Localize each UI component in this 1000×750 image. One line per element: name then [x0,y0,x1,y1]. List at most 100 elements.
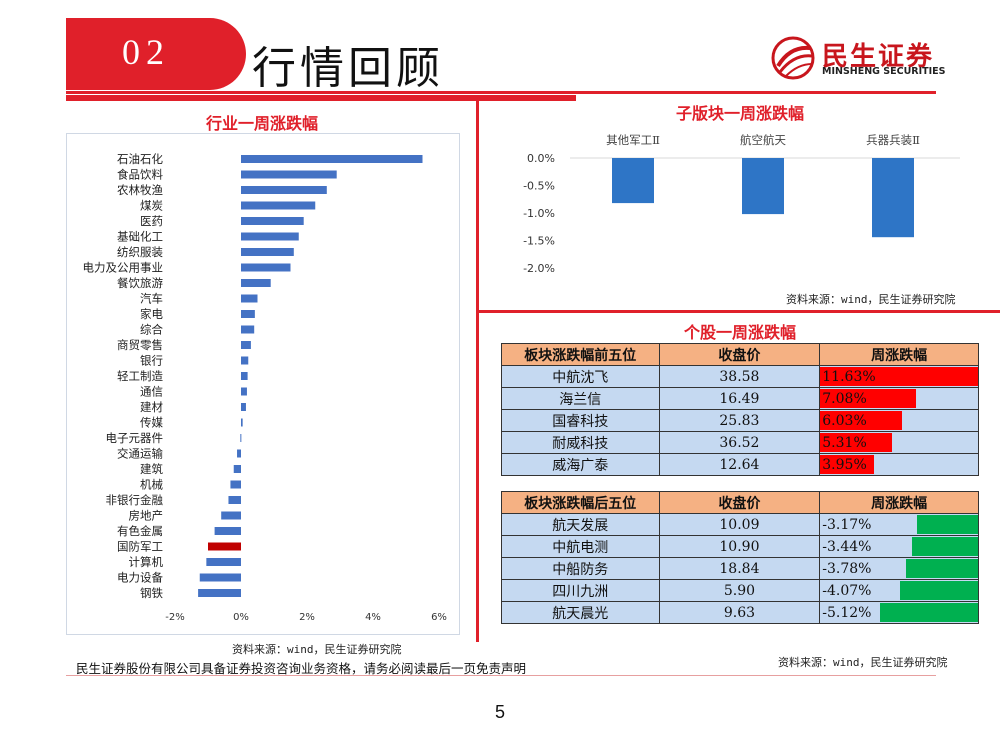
stock-close: 10.09 [658,513,821,536]
stock-source: 资料来源：wind，民生证券研究院 [778,656,948,669]
industry-category-label: 煤炭 [140,199,163,213]
table-row: 海兰信 16.49 7.08% [501,387,979,410]
industry-category-label: 医药 [140,214,163,228]
industry-category-label: 汽车 [140,292,163,306]
industry-bar [230,480,241,489]
industry-bar [241,279,271,287]
change-bar [820,455,874,474]
industry-category-label: 传媒 [140,416,163,430]
industry-category-label: 机械 [140,478,163,492]
industry-category-label: 食品饮料 [117,168,163,182]
industry-source: 资料来源：wind，民生证券研究院 [232,643,402,656]
industry-bar [241,387,247,396]
stock-change: -3.44% [819,535,979,558]
industry-bar [241,418,243,427]
change-bar [912,537,978,556]
footer-divider [66,675,936,676]
footer-disclaimer: 民生证券股份有限公司具备证券投资咨询业务资格，请务必阅读最后一页免责声明 [76,661,527,676]
change-text: -4.07% [822,582,872,599]
stock-change: 11.63% [819,365,979,388]
industry-bar [206,558,241,566]
logo-english: MINSHENG SECURITIES [822,66,946,77]
industry-bar [214,527,241,535]
industry-category-label: 餐饮旅游 [117,276,163,290]
vertical-divider [476,100,479,642]
industry-chart-frame: 石油石化 食品饮料 农林牧渔 煤炭 医药 基础化工 纺织服装 电力及公用事业 餐饮旅游 汽车 家电综… [66,133,460,635]
stock-close: 10.90 [658,535,821,558]
stock-name: 中船防务 [501,557,660,580]
table-header-row: 板块涨跌幅前五位 收盘价 周涨跌幅 [501,343,979,366]
stock-change: 5.31% [819,431,979,454]
industry-bar [241,232,299,241]
industry-category-label: 电子元器件 [106,431,164,445]
change-text: 11.63% [822,368,876,385]
industry-bar [199,573,241,582]
industry-category-label: 基础化工 [117,230,163,244]
header-close: 收盘价 [658,491,821,514]
change-text: -3.17% [822,516,872,533]
bottom-five-table: 板块涨跌幅后五位 收盘价 周涨跌幅 航天发展 10.09 -3.17% 中航电测 10.… [501,491,979,624]
industry-category-label: 交通运输 [117,447,163,461]
subsector-bar [872,158,914,238]
logo-chinese: 民生证券 [822,42,935,72]
header-change: 周涨跌幅 [819,343,979,366]
stock-name: 四川九洲 [501,579,660,602]
industry-category-label: 建材 [140,400,163,414]
stock-change: 6.03% [819,409,979,432]
change-text: 7.08% [822,390,867,407]
subsector-category-label: 航空航天 [740,133,786,147]
stock-name: 航天晨光 [501,601,660,624]
change-text: -3.44% [822,538,872,555]
change-text: -5.12% [822,604,872,621]
change-bar [820,389,917,408]
industry-category-label: 国防军工 [117,540,163,554]
top-five-table: 板块涨跌幅前五位 收盘价 周涨跌幅 中航沈飞 38.58 11.63% 海兰信 16.4… [501,343,979,476]
subsector-chart: 0.0% -0.5% -1.0% -1.5% -2.0% 其他军工Ⅱ 航空航天 兵器兵装Ⅱ [523,133,960,275]
stock-name: 中航沈飞 [501,365,660,388]
industry-bar [241,341,251,349]
industry-x-tick: 4% [365,612,381,623]
industry-x-tick: 6% [431,612,447,623]
industry-bar [228,496,241,504]
change-bar [880,603,978,622]
stock-name: 海兰信 [501,387,660,410]
industry-category-label: 房地产 [129,509,164,523]
industry-category-label: 有色金属 [117,524,163,538]
table-row: 威海广泰 12.64 3.95% [501,453,979,476]
industry-category-label: 电力及公用事业 [83,261,164,275]
industry-category-label: 非银行金融 [106,493,164,507]
industry-x-tick: 2% [299,612,315,623]
subsector-category-label: 其他军工Ⅱ [606,133,660,147]
subsector-y-tick: -1.5% [523,235,555,248]
subsector-bar [612,158,654,204]
industry-category-label: 纺织服装 [117,245,163,259]
industry-category-label: 电力设备 [117,571,163,585]
table-row: 国睿科技 25.83 6.03% [501,409,979,432]
change-bar [820,411,903,430]
table-row: 四川九洲 5.90 -4.07% [501,579,979,602]
industry-category-label: 商贸零售 [117,338,163,352]
industry-category-label: 银行 [140,354,163,368]
subsector-source: 资料来源：wind，民生证券研究院 [786,293,956,306]
header-close: 收盘价 [658,343,821,366]
stock-close: 25.83 [658,409,821,432]
change-bar [917,515,978,534]
stock-change: 7.08% [819,387,979,410]
industry-bar [241,372,248,380]
industry-bar [233,465,241,473]
table-row: 中船防务 18.84 -3.78% [501,557,979,580]
header-sector: 板块涨跌幅后五位 [501,491,660,514]
stock-change: -5.12% [819,601,979,624]
table-row: 耐威科技 36.52 5.31% [501,431,979,454]
header-divider [66,91,936,94]
subsector-category-label: 兵器兵装Ⅱ [866,133,920,147]
industry-bar [241,155,423,163]
change-bar [905,559,978,578]
industry-bar [208,542,241,551]
subsector-y-tick: -0.5% [523,180,555,193]
page-number: 5 [494,702,505,722]
header-change: 周涨跌幅 [819,491,979,514]
subsector-y-tick: -2.0% [523,262,555,275]
table-row: 中航电测 10.90 -3.44% [501,535,979,558]
industry-category-label: 计算机 [129,555,164,569]
